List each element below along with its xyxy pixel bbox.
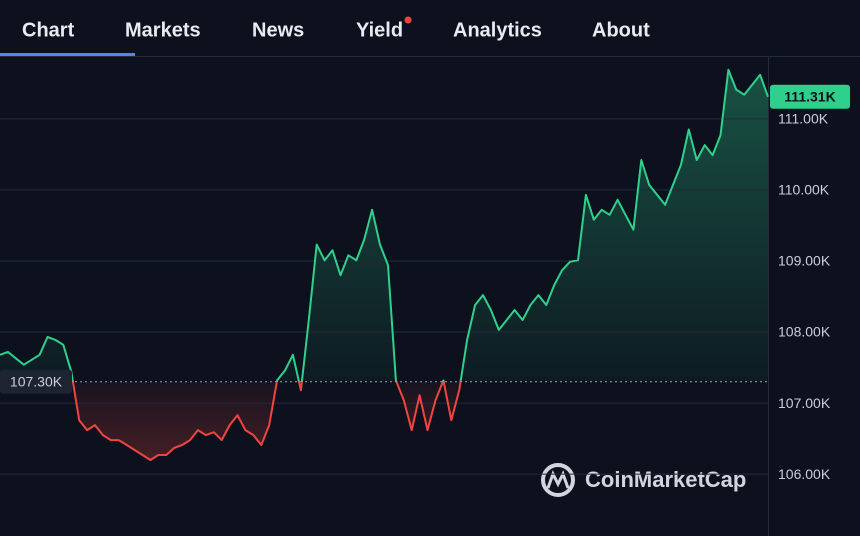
y-tick-label: 111.00K bbox=[778, 111, 829, 127]
y-tick-label: 107.00K bbox=[778, 395, 831, 411]
y-tick-label: 108.00K bbox=[778, 324, 831, 340]
baseline-label: 107.30K bbox=[10, 373, 63, 389]
watermark-text: CoinMarketCap bbox=[585, 467, 746, 492]
y-tick-label: 106.00K bbox=[778, 466, 831, 482]
watermark-logo-m bbox=[546, 470, 570, 489]
active-tab-underline bbox=[0, 53, 135, 56]
last-price-tag bbox=[770, 84, 850, 109]
nav-tab[interactable]: Markets bbox=[125, 19, 201, 41]
watermark-logo bbox=[541, 463, 575, 497]
nav-tab[interactable]: News bbox=[252, 19, 304, 41]
y-tick-label: 109.00K bbox=[778, 253, 831, 269]
last-price-label: 111.31K bbox=[784, 89, 835, 105]
watermark: CoinMarketCap bbox=[541, 463, 746, 497]
nav-tab[interactable]: About bbox=[592, 19, 650, 41]
nav-tab[interactable]: Analytics bbox=[453, 19, 542, 41]
baseline-label-box bbox=[0, 369, 72, 394]
price-area bbox=[0, 69, 768, 461]
notification-dot bbox=[404, 16, 412, 24]
y-tick-label: 110.00K bbox=[778, 182, 830, 198]
nav-tab[interactable]: Chart bbox=[22, 19, 75, 41]
price-line bbox=[0, 68, 769, 461]
nav-tab[interactable]: Yield bbox=[356, 19, 403, 41]
